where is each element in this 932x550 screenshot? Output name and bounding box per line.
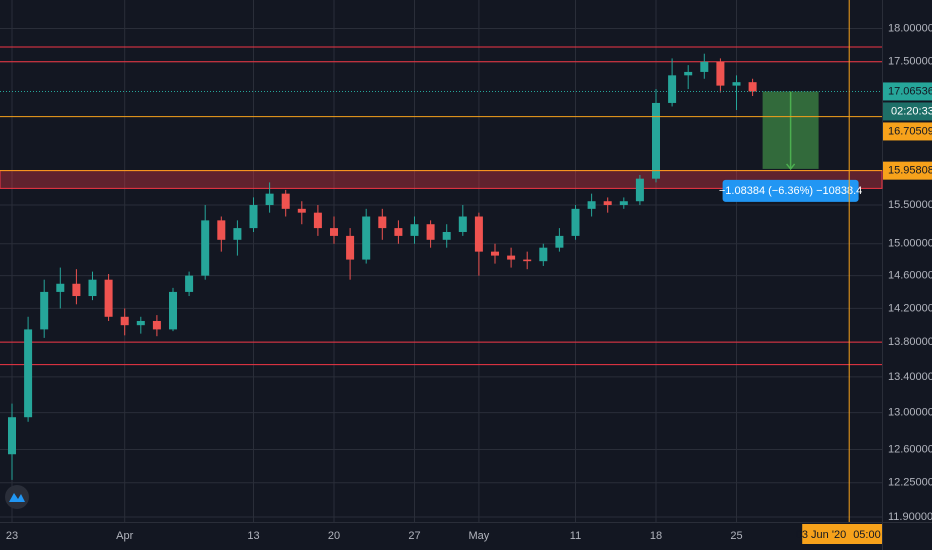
- price-label: 15.95808: [888, 165, 932, 177]
- price-label-box: [883, 82, 932, 101]
- logo-mark: [9, 493, 25, 502]
- candle-body: [346, 235, 355, 260]
- candle-body: [507, 255, 516, 260]
- candle-body: [442, 231, 451, 240]
- candle-body: [8, 417, 16, 455]
- x-tick-label: Apr: [116, 530, 133, 542]
- candle-body: [491, 251, 499, 256]
- x-tick-label: 13: [247, 530, 259, 542]
- y-tick-label: 14.60000: [888, 270, 932, 282]
- price-label: 16.70509: [888, 125, 932, 137]
- plot: 18.00000 17.50000 15.50000 15.00000 14.60000…: [0, 0, 932, 523]
- candle-body: [619, 201, 628, 206]
- candle-body: [555, 235, 564, 248]
- candle-body: [748, 82, 757, 92]
- countdown: 02:20:33: [891, 105, 932, 117]
- candle-body: [668, 75, 677, 103]
- candle-body: [169, 291, 177, 330]
- x-tick-label: 23: [6, 530, 18, 542]
- measure-arrow-head: [786, 163, 796, 171]
- candle-body: [136, 320, 145, 326]
- x-tick-label: 11: [570, 530, 581, 542]
- y-tick-label: 14.20000: [888, 302, 932, 314]
- candle-body: [185, 275, 194, 292]
- y-tick-label: 17.50000: [888, 56, 932, 68]
- candle-body: [539, 247, 548, 262]
- candle-body: [571, 208, 580, 236]
- y-tick-label: 13.40000: [888, 371, 932, 383]
- x-tick-label: 27: [408, 530, 420, 542]
- candle-body: [297, 208, 306, 213]
- candle-body: [635, 178, 644, 202]
- logo: [5, 485, 29, 509]
- candle-body: [474, 216, 483, 252]
- candle-body: [281, 193, 290, 209]
- measure-label: −1.08384 (−6.36%) −10838.4: [719, 185, 862, 197]
- countdown-box: [883, 102, 932, 121]
- candle-body: [249, 205, 258, 229]
- candle-body: [104, 279, 113, 317]
- y-tick-label: 13.00000: [888, 407, 932, 419]
- candle-body: [24, 329, 33, 418]
- candle-body: [700, 61, 709, 72]
- y-tick-label: 18.00000: [888, 22, 932, 34]
- y-tick-label: 13.80000: [888, 336, 932, 348]
- candle-body: [426, 224, 435, 240]
- candle-body: [313, 212, 322, 229]
- candle-body: [152, 320, 161, 330]
- price-label-box: [883, 161, 932, 180]
- y-tick-label: 11.90000: [888, 511, 932, 523]
- x-tick-label: 20: [328, 530, 340, 542]
- y-tick-label: 12.25000: [888, 477, 932, 489]
- candle-body: [410, 224, 419, 236]
- candle-body: [652, 102, 660, 179]
- candle-body: [72, 283, 81, 297]
- candle-body: [716, 61, 725, 86]
- candle-body: [603, 201, 612, 206]
- candle-body: [378, 216, 387, 229]
- x-tick-label: 18: [650, 530, 662, 542]
- x-tick-label: 25: [730, 530, 742, 542]
- candle-body: [458, 216, 467, 232]
- candle-body: [587, 201, 596, 209]
- candle-body: [732, 82, 741, 86]
- candle-body: [120, 316, 129, 326]
- price-label-box: [883, 122, 932, 141]
- candle-body: [201, 220, 210, 276]
- candle-body: [56, 283, 65, 292]
- crosshair-label-box: [802, 524, 882, 544]
- candle-body: [217, 220, 226, 240]
- candle-body: [362, 216, 371, 260]
- candle-body: [684, 71, 693, 76]
- candle-body: [394, 228, 403, 236]
- price-label: 17.06536: [888, 85, 932, 97]
- candle-body: [88, 279, 97, 297]
- crosshair-time: 05:00: [853, 529, 881, 541]
- y-tick-label: 15.00000: [888, 238, 932, 250]
- candle-body: [40, 291, 49, 330]
- crosshair-date: 03 Jun '20: [796, 529, 846, 541]
- measure-label-box: [722, 179, 859, 202]
- candle-body: [523, 259, 532, 262]
- y-tick-label: 15.50000: [888, 199, 932, 211]
- candle-body: [330, 228, 338, 236]
- candle-body: [265, 193, 274, 206]
- y-tick-label: 12.60000: [888, 443, 932, 455]
- x-tick-label: May: [469, 530, 490, 542]
- candle-body: [233, 228, 242, 240]
